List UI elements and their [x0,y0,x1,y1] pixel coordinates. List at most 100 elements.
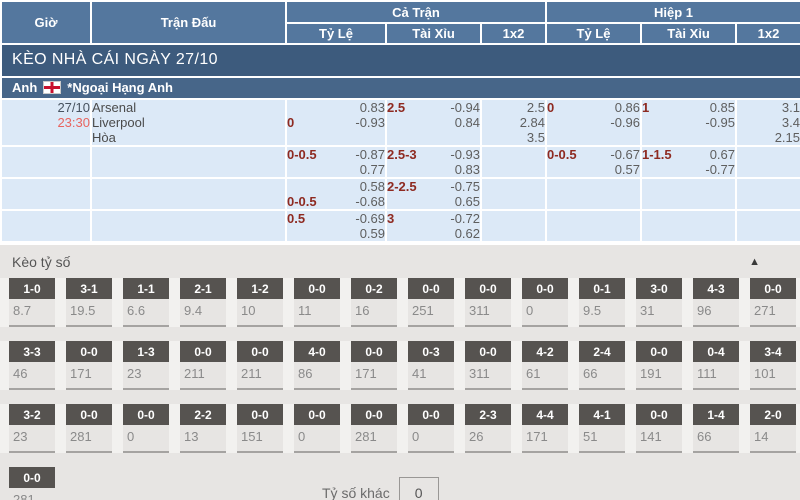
odds-value[interactable]: 0.77 [359,162,385,177]
score-cell[interactable]: 4-2 61 [522,341,568,390]
odds-value[interactable]: -0.69 [355,211,385,226]
odds-value[interactable]: 2.84 [519,115,545,130]
odds-value[interactable]: -0.68 [355,194,385,209]
odds-line: 1 0.85 [642,100,735,115]
odds-value[interactable]: 3.1 [781,100,800,115]
h1-overunder-cell[interactable]: 1 0.85 -0.95 [640,98,737,147]
h1-handicap-cell[interactable]: 0-0.5 -0.67 0.57 [545,145,642,179]
odds-value[interactable]: -0.93 [355,115,385,130]
odds-line: 0.57 [547,162,640,177]
ft-overunder-cell[interactable]: 2.5-3 -0.93 0.83 [385,145,482,179]
odds-value[interactable]: 3.4 [781,115,800,130]
score-cell[interactable]: 4-3 96 [693,278,739,327]
collapse-arrow-icon[interactable]: ▲ [749,255,760,268]
odds-value[interactable]: -0.87 [355,147,385,162]
score-label: 3-2 [9,404,55,425]
score-odds: 9.4 [184,303,203,318]
league-name[interactable]: *Ngoại Hạng Anh [67,80,173,95]
score-cell[interactable]: 0-0 281 [351,404,397,453]
score-cell[interactable]: 0-0 211 [237,341,283,390]
ft-handicap-cell[interactable]: 0.5 -0.69 0.59 [285,209,387,243]
ft-overunder-cell[interactable]: 3 -0.72 0.62 [385,209,482,243]
score-cell[interactable]: 3-3 46 [9,341,55,390]
h1-1x2-cell[interactable]: 3.1 3.4 2.15 [735,98,800,147]
odds-value[interactable]: -0.67 [610,147,640,162]
score-cell[interactable]: 0-0 0 [522,278,568,327]
score-cell[interactable]: 0-0 141 [636,404,682,453]
score-cell[interactable]: 0-0 0 [408,404,454,453]
odds-value[interactable]: 0.59 [359,226,385,241]
score-cell[interactable]: 3-0 31 [636,278,682,327]
score-cell[interactable]: 0-3 41 [408,341,454,390]
h1-overunder-cell[interactable]: 1-1.5 0.67 -0.77 [640,145,737,179]
score-cell[interactable]: 4-4 171 [522,404,568,453]
score-cell[interactable]: 3-4 101 [750,341,796,390]
odds-value[interactable]: 0.83 [359,100,385,115]
score-cell[interactable]: 2-1 9.4 [180,278,226,327]
score-odds: 311 [469,303,490,318]
score-cell[interactable]: 0-0 171 [351,341,397,390]
odds-value[interactable]: -0.93 [450,147,480,162]
ft-handicap-cell[interactable]: 0-0.5 -0.87 0.77 [285,145,387,179]
score-cell[interactable]: 0-1 9.5 [579,278,625,327]
other-score-input[interactable] [398,477,439,500]
odds-value[interactable]: -0.96 [610,115,640,130]
odds-value[interactable]: 0.58 [359,179,385,194]
odds-value[interactable]: 2.5 [526,100,545,115]
h1-handicap-cell[interactable]: 0 0.86 -0.96 [545,98,642,147]
odds-value[interactable]: 0.57 [614,162,640,177]
score-cell[interactable]: 1-3 23 [123,341,169,390]
score-label: 0-0 [66,341,112,362]
odds-value[interactable]: -0.75 [450,179,480,194]
ft-1x2-cell[interactable]: 2.5 2.84 3.5 [480,98,547,147]
score-cell[interactable]: 1-0 8.7 [9,278,55,327]
score-label: 0-0 [351,341,397,362]
odds-value[interactable]: -0.95 [705,115,735,130]
score-label: 0-0 [636,341,682,362]
score-cell[interactable]: 0-4 111 [693,341,739,390]
odds-value[interactable]: -0.72 [450,211,480,226]
score-cell[interactable]: 1-4 66 [693,404,739,453]
odds-value[interactable]: 0.85 [709,100,735,115]
score-odds: 26 [469,429,484,444]
score-cell[interactable]: 2-4 66 [579,341,625,390]
score-cell[interactable]: 2-2 13 [180,404,226,453]
odds-value[interactable]: -0.94 [450,100,480,115]
score-cell[interactable]: 1-1 6.6 [123,278,169,327]
score-cell[interactable]: 0-0 311 [465,278,511,327]
odds-value[interactable]: 0.62 [454,226,480,241]
odds-value[interactable]: 3.5 [526,130,545,145]
ft-handicap-cell[interactable]: 0.58 0-0.5 -0.68 [285,177,387,211]
score-cell[interactable]: 0-0 271 [750,278,796,327]
ft-handicap-cell[interactable]: 0.83 0 -0.93 [285,98,387,147]
score-cell[interactable]: 4-1 51 [579,404,625,453]
odds-value[interactable]: -0.77 [705,162,735,177]
score-cell[interactable]: 0-0 211 [180,341,226,390]
score-cell[interactable]: 0-0 171 [66,341,112,390]
score-cell[interactable]: 0-0 0 [123,404,169,453]
score-cell[interactable]: 0-0 0 [294,404,340,453]
score-cell[interactable]: 0-0 251 [408,278,454,327]
score-cell[interactable]: 0-0 151 [237,404,283,453]
score-cell[interactable]: 1-2 10 [237,278,283,327]
odds-value[interactable]: 0.86 [614,100,640,115]
score-cell[interactable]: 2-0 14 [750,404,796,453]
score-cell[interactable]: 0-0 281 [9,467,55,500]
odds-value[interactable]: 0.65 [454,194,480,209]
score-cell[interactable]: 4-0 86 [294,341,340,390]
score-cell[interactable]: 0-2 16 [351,278,397,327]
score-row: 3-3 46 0-0 171 1-3 23 0-0 211 0-0 211 4-0 86 0-0 171 0… [0,341,800,390]
score-cell[interactable]: 3-1 19.5 [66,278,112,327]
odds-value[interactable]: 0.84 [454,115,480,130]
score-cell[interactable]: 0-0 11 [294,278,340,327]
ft-overunder-cell[interactable]: 2.5 -0.94 0.84 [385,98,482,147]
score-cell[interactable]: 0-0 311 [465,341,511,390]
score-cell[interactable]: 0-0 281 [66,404,112,453]
odds-value[interactable]: 0.83 [454,162,480,177]
score-cell[interactable]: 0-0 191 [636,341,682,390]
ft-overunder-cell[interactable]: 2-2.5 -0.75 0.65 [385,177,482,211]
odds-value[interactable]: 2.15 [774,130,800,145]
odds-value[interactable]: 0.67 [709,147,735,162]
score-cell[interactable]: 3-2 23 [9,404,55,453]
score-cell[interactable]: 2-3 26 [465,404,511,453]
